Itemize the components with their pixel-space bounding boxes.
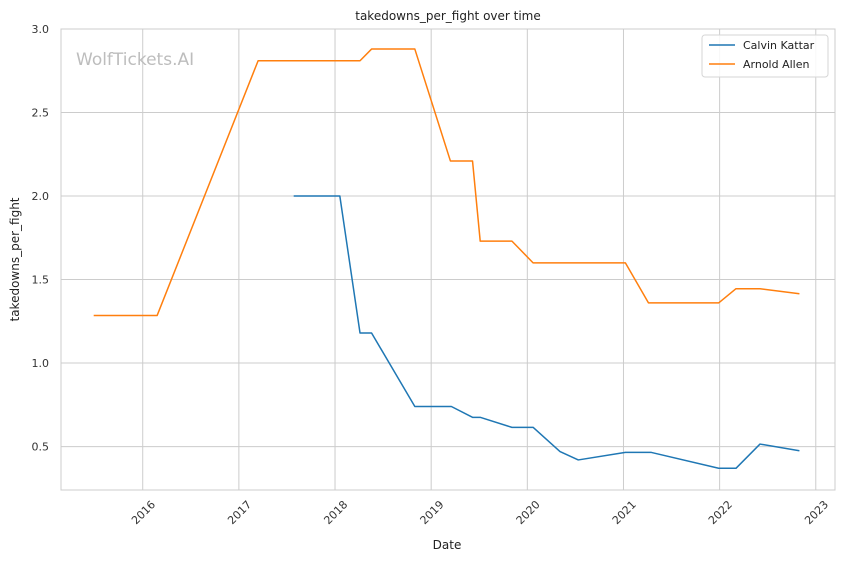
y-tick-label: 3.0: [32, 23, 50, 36]
y-tick-label: 1.0: [32, 357, 50, 370]
y-tick-label: 2.5: [32, 107, 50, 120]
y-tick-label: 2.0: [32, 190, 50, 203]
legend-label-arnold-allen: Arnold Allen: [743, 58, 809, 71]
legend-label-calvin-kattar: Calvin Kattar: [743, 39, 815, 52]
watermark: WolfTickets.AI: [76, 50, 194, 70]
y-tick-label: 1.5: [32, 274, 50, 287]
series-line-calvin-kattar: [293, 195, 800, 470]
y-axis-ticks: 0.5 1.0 1.5 2.0 2.5 3.0: [32, 23, 50, 454]
plot-frame: [60, 28, 836, 491]
y-axis-label: takedowns_per_fight: [8, 197, 22, 321]
legend: Calvin Kattar Arnold Allen: [701, 34, 829, 78]
y-tick-label: 0.5: [32, 441, 50, 454]
series-lines: [93, 48, 800, 470]
chart-title: takedowns_per_fight over time: [355, 9, 541, 23]
series-line-arnold-allen: [93, 48, 800, 317]
x-axis-label: Date: [433, 538, 462, 552]
